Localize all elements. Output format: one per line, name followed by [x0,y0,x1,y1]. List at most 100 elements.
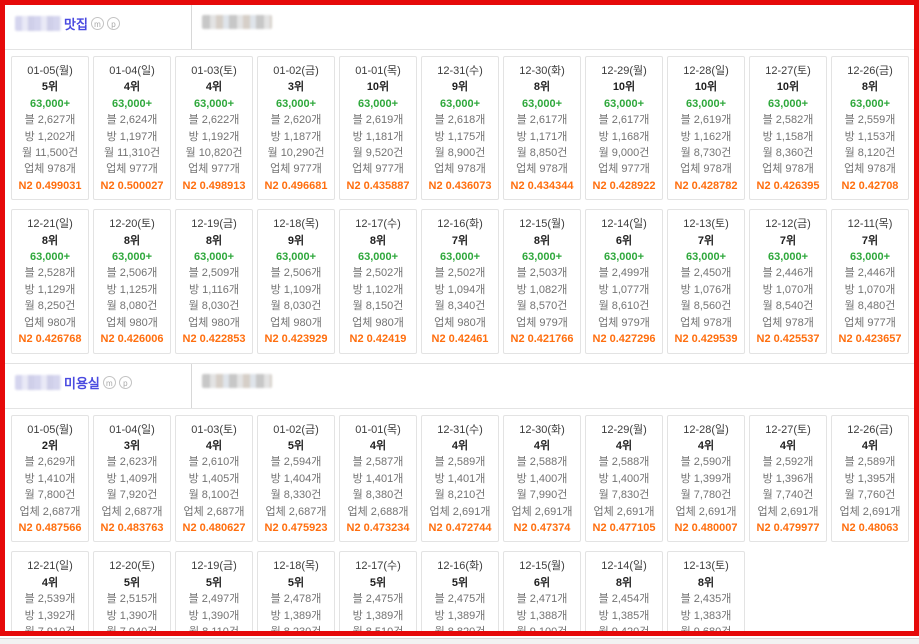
card-stat: 블 2,619개 [352,114,404,127]
card-rank: 10위 [776,81,800,94]
card-search-volume: 63,000+ [685,251,727,264]
card-stat: 업체 977개 [270,163,322,176]
card-rank: 9위 [287,234,305,247]
card-search-volume: 63,000+ [275,97,317,110]
censored-header-value [202,15,272,29]
card-rank: 5위 [41,81,59,94]
card-stat: 방 1,409개 [106,472,158,485]
card-stat: 방 1,094개 [434,283,486,296]
card-stat: 업체 978개 [680,316,732,329]
card-n2-score: N2 0.428782 [674,179,738,192]
rank-card: 01-04(일) 4위 63,000+ 블 2,624개 방 1,197개 월 11,31… [93,56,171,201]
rank-card: 01-02(금) 5위 블 2,594개 방 1,404개 월 8,330건 업체 2,6… [257,414,335,543]
card-date: 12-21(일) [27,560,73,573]
card-stat: 블 2,589개 [434,456,486,469]
card-stat: 방 1,410개 [24,472,76,485]
card-stat: 방 1,070개 [844,283,896,296]
card-rank: 5위 [287,439,305,452]
card-stat: 방 1,116개 [188,283,239,296]
badge-p-icon[interactable]: p [106,17,120,30]
card-rank: 4위 [369,439,387,452]
card-date: 12-28(일) [683,423,729,436]
card-n2-score: N2 0.428922 [592,179,656,192]
card-stat: 블 2,589개 [844,456,896,469]
card-stat: 월 11,500건 [21,147,79,160]
card-rank: 4위 [861,439,879,452]
rank-card: 12-13(토) 7위 63,000+ 블 2,450개 방 1,076개 월 8,560… [667,209,745,354]
rank-card: 12-30(화) 8위 63,000+ 블 2,617개 방 1,171개 월 8,850… [503,56,581,201]
card-stat: 월 7,940건 [106,625,158,636]
card-stat: 방 1,168개 [598,130,650,143]
card-n2-score: N2 0.483763 [100,521,164,534]
card-n2-score: N2 0.426395 [756,179,820,192]
card-stat: 블 2,528개 [24,267,76,280]
rank-card: 12-21(일) 8위 63,000+ 블 2,528개 방 1,129개 월 8,250… [11,209,89,354]
card-stat: 업체 2,691개 [511,505,573,518]
card-date: 12-31(수) [437,65,483,77]
card-stat: 블 2,627개 [24,114,76,127]
section-title-link[interactable]: 미용실 [64,375,100,391]
card-search-volume: 63,000+ [521,97,563,110]
badge-m-icon[interactable]: m [90,17,104,30]
card-stat: 방 1,153개 [844,130,896,143]
card-stat: 블 2,617개 [516,114,568,127]
card-rank: 4위 [205,439,223,452]
card-date: 12-16(화) [437,560,483,573]
rank-card: 12-31(수) 4위 블 2,589개 방 1,401개 월 8,210건 업체 2,6… [421,414,499,543]
card-stat: 월 7,830건 [598,489,650,502]
card-rank: 8위 [533,81,551,94]
card-stat: 방 1,399개 [680,472,732,485]
card-stat: 업체 977개 [844,316,896,329]
card-stat: 업체 980개 [106,316,158,329]
rank-card: 12-30(화) 4위 블 2,588개 방 1,400개 월 7,990건 업체 2,6… [503,414,581,543]
card-date: 12-29(월) [601,65,647,77]
card-rank: 4위 [123,81,141,94]
card-rank: 8위 [615,576,633,589]
card-search-volume: 63,000+ [767,251,809,264]
rank-card: 12-20(토) 8위 63,000+ 블 2,506개 방 1,125개 월 8,080… [93,209,171,354]
rank-card: 01-03(토) 4위 블 2,610개 방 1,405개 월 8,100건 업체 2,6… [175,414,253,543]
card-date: 01-05(월) [27,65,73,77]
censored-keyword-prefix [15,374,61,390]
card-stat: 블 2,499개 [598,267,650,280]
card-stat: 업체 2,687개 [19,505,81,518]
badge-p-icon[interactable]: p [118,375,132,389]
card-n2-score: N2 0.477105 [592,521,656,534]
card-stat: 월 8,100건 [188,489,240,502]
card-rank: 4위 [41,576,59,589]
card-stat: 블 2,629개 [24,456,76,469]
card-rank: 8위 [369,234,387,247]
card-stat: 블 2,620개 [270,114,322,127]
rank-card: 12-14(일) 6위 63,000+ 블 2,499개 방 1,077개 월 8,610… [585,209,663,354]
card-rank: 8위 [533,234,551,247]
card-date: 12-12(금) [765,218,811,231]
card-search-volume: 63,000+ [193,97,235,110]
card-stat: 월 8,510건 [352,625,404,636]
card-stat: 블 2,582개 [762,114,814,127]
card-rank: 2위 [41,439,59,452]
card-n2-score: N2 0.426768 [18,333,82,346]
card-rank: 10위 [366,81,390,94]
card-date: 12-20(토) [109,560,155,573]
card-search-volume: 63,000+ [439,251,481,264]
card-rank: 3위 [287,81,305,94]
card-rank: 7위 [861,234,879,247]
card-stat: 월 10,820건 [185,147,243,160]
rank-card: 12-29(월) 4위 블 2,588개 방 1,400개 월 7,830건 업체 2,6… [585,414,663,543]
card-stat: 월 8,230건 [270,625,322,636]
card-stat: 방 1,158개 [762,130,814,143]
card-search-volume: 63,000+ [521,251,563,264]
card-stat: 방 1,171개 [516,130,568,143]
card-n2-score: N2 0.429539 [674,333,738,346]
card-stat: 블 2,594개 [270,456,322,469]
badge-m-icon[interactable]: m [102,375,116,389]
section-title-link[interactable]: 맛집 [64,17,88,32]
card-date: 12-19(금) [191,218,237,231]
card-rank: 8위 [697,576,715,589]
rank-card: 12-11(목) 7위 63,000+ 블 2,446개 방 1,070개 월 8,480… [831,209,909,354]
card-n2-score: N2 0.472744 [428,521,492,534]
card-stat: 월 8,120건 [844,147,896,160]
card-stat: 블 2,475개 [434,593,486,606]
